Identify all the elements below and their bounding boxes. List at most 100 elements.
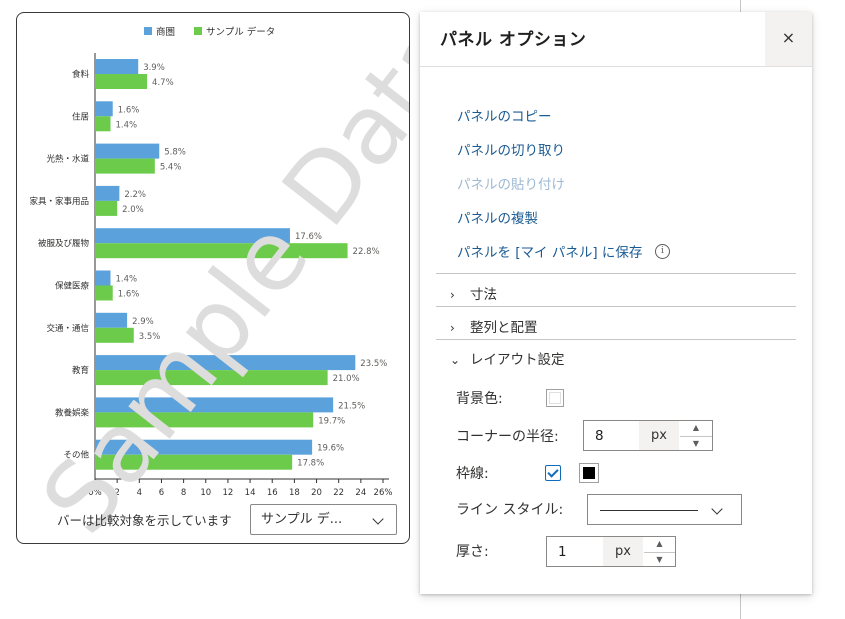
data-label: 1.6%: [118, 105, 140, 115]
thickness-unit: px: [603, 537, 643, 566]
x-tick-label: 6: [159, 488, 164, 498]
x-tick-label: 20: [311, 488, 322, 498]
line-style-dropdown[interactable]: [587, 494, 742, 525]
thickness-value: 1: [558, 544, 567, 560]
chevron-right-icon: ›: [450, 321, 455, 335]
paste-panel-link[interactable]: パネルの貼り付け: [457, 177, 565, 193]
thickness-stepper[interactable]: 1 px ▲ ▼: [546, 536, 676, 567]
spin-up-icon[interactable]: ▲: [656, 539, 663, 548]
spin-down-icon[interactable]: ▼: [680, 435, 712, 452]
border-label: 枠線:: [456, 466, 489, 482]
chevron-down-icon: [711, 503, 723, 515]
bar-1: [95, 439, 313, 455]
corner-radius-unit: px: [639, 421, 679, 450]
x-tick-label: 14: [245, 488, 256, 498]
section-layout-label: レイアウト設定: [470, 352, 565, 368]
close-button[interactable]: ×: [765, 12, 812, 66]
section-size[interactable]: › 寸法: [450, 283, 497, 307]
section-size-label: 寸法: [470, 287, 497, 303]
category-label: 光熱・水道: [46, 154, 89, 165]
close-icon: ×: [781, 28, 796, 47]
corner-radius-stepper[interactable]: 8 px ▲ ▼: [583, 420, 713, 451]
panel-title: パネル オプション: [440, 30, 587, 50]
panel-header: パネル オプション ×: [420, 12, 812, 67]
category-label: 教養娯楽: [55, 407, 90, 418]
x-tick-label: 8: [181, 488, 186, 498]
data-label: 5.8%: [164, 148, 186, 158]
data-label: 2.0%: [122, 205, 144, 215]
bar-2: [95, 327, 134, 343]
bar-1: [95, 143, 160, 159]
spin-up-icon[interactable]: ▲: [692, 423, 700, 432]
chevron-down-icon: [372, 513, 384, 525]
chevron-down-icon: ⌄: [450, 353, 461, 367]
x-tick-label: 10: [200, 488, 211, 498]
background-color-swatch[interactable]: [546, 389, 564, 407]
duplicate-panel-link[interactable]: パネルの複製: [457, 211, 538, 227]
data-label: 19.6%: [317, 444, 344, 454]
data-label: 19.7%: [318, 416, 345, 426]
solid-line-sample: [600, 510, 698, 511]
bar-2: [95, 412, 314, 428]
data-label: 17.8%: [297, 459, 324, 469]
category-label: 保健医療: [55, 281, 90, 292]
bar-1: [95, 59, 139, 74]
cut-panel-link[interactable]: パネルの切り取り: [457, 143, 565, 159]
data-label: 23.5%: [360, 359, 387, 369]
data-label: 1.4%: [116, 275, 138, 285]
category-label: 食料: [72, 69, 90, 80]
line-style-label: ライン スタイル:: [456, 502, 564, 518]
bar-2: [95, 158, 155, 174]
bar-2: [95, 116, 111, 132]
bar-2: [95, 243, 348, 259]
corner-radius-label: コーナーの半径:: [456, 429, 559, 445]
bar-2: [95, 370, 328, 386]
data-label: 17.6%: [295, 232, 322, 242]
border-checkbox[interactable]: [545, 465, 561, 481]
data-label: 3.9%: [143, 63, 165, 73]
section-align[interactable]: › 整列と配置: [450, 316, 538, 340]
bar-1: [95, 397, 334, 413]
bar-2: [95, 74, 148, 89]
legend-label-1: 商圏: [156, 26, 175, 38]
category-label: その他: [63, 450, 89, 461]
data-label: 4.7%: [152, 78, 174, 88]
corner-radius-arrows: ▲ ▼: [680, 421, 712, 450]
bar-1: [95, 270, 111, 286]
compare-dropdown[interactable]: サンプル デ...: [250, 504, 397, 535]
spin-down-icon[interactable]: ▼: [644, 551, 675, 568]
background-color-label: 背景色:: [456, 391, 503, 407]
data-label: 21.5%: [338, 401, 365, 411]
legend-label-2: サンプル データ: [206, 26, 275, 38]
info-icon[interactable]: i: [655, 244, 670, 259]
legend-swatch-1: [144, 27, 152, 35]
category-label: 交通・通信: [46, 323, 89, 334]
x-tick-label: 16: [267, 488, 278, 498]
thickness-arrows: ▲ ▼: [644, 537, 675, 566]
x-tick-label: 24: [355, 488, 366, 498]
section-layout[interactable]: ⌄ レイアウト設定: [450, 348, 565, 372]
thickness-label: 厚さ:: [456, 544, 489, 560]
section-divider: [436, 306, 796, 307]
x-tick-label: 12: [223, 488, 234, 498]
data-label: 5.4%: [160, 163, 182, 173]
bar-1: [95, 185, 120, 201]
save-to-my-panels-link[interactable]: パネルを [マイ パネル] に保存: [457, 245, 643, 261]
data-label: 22.8%: [353, 247, 380, 257]
corner-radius-value: 8: [595, 428, 604, 444]
category-label: 被服及び履物: [38, 238, 90, 249]
border-color-picker[interactable]: [579, 463, 599, 483]
category-label: 家具・家事用品: [29, 196, 89, 207]
bar-2: [95, 200, 118, 216]
x-tick-label: 2: [114, 488, 119, 498]
copy-panel-link[interactable]: パネルのコピー: [457, 109, 552, 125]
data-label: 2.9%: [132, 317, 154, 327]
legend-swatch-2: [194, 27, 202, 35]
section-align-label: 整列と配置: [470, 320, 538, 336]
category-label: 住居: [72, 111, 89, 122]
bar-1: [95, 312, 128, 328]
data-label: 3.5%: [139, 332, 161, 342]
data-label: 1.6%: [118, 290, 140, 300]
bar-1: [95, 228, 290, 244]
